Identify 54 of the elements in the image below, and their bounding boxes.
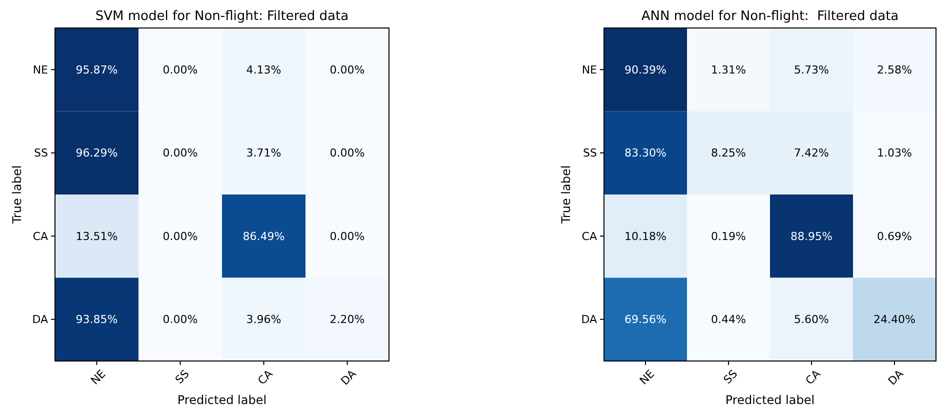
y-tick-label: NE [32, 63, 48, 76]
y-tick-label: CA [32, 230, 48, 243]
data-label: 5.60% [794, 313, 829, 326]
data-label: 0.00% [162, 63, 198, 76]
y-tick-label: SS [34, 146, 48, 160]
data-label: 0.00% [162, 230, 198, 243]
data-label: 10.18% [624, 230, 666, 243]
x-tick-label: DA [886, 367, 906, 388]
data-label: 86.49% [242, 230, 285, 243]
x-tick-label: DA [338, 367, 360, 388]
data-label: 24.40% [874, 313, 916, 326]
y-tick-label: DA [581, 313, 598, 326]
y-tick-label: NE [582, 63, 598, 76]
y-axis-title: True label [559, 165, 573, 225]
data-label: 8.25% [711, 146, 746, 160]
data-label: 0.00% [330, 146, 365, 160]
data-label: 0.00% [162, 146, 198, 160]
data-label: 7.42% [794, 146, 829, 160]
chart-title: ANN model for Non-flight: Filtered data [641, 9, 899, 24]
data-label: 93.85% [76, 313, 118, 326]
data-label: 90.39% [624, 63, 666, 76]
x-axis-title: Predicted label [177, 393, 267, 407]
chart-title: SVM model for Non-flight: Filtered data [95, 9, 349, 24]
data-label: 1.03% [877, 146, 912, 160]
x-tick-label: CA [803, 367, 824, 388]
x-tick-label: NE [88, 367, 108, 388]
data-label: 0.00% [162, 313, 198, 326]
y-tick-label: SS [583, 146, 598, 160]
data-label: 0.44% [711, 313, 746, 326]
data-label: 5.73% [794, 63, 829, 76]
y-tick-label: DA [32, 313, 48, 326]
data-label: 0.00% [330, 63, 365, 76]
data-label: 13.51% [76, 230, 118, 243]
data-label: 2.58% [877, 63, 912, 76]
data-label: 88.95% [790, 230, 832, 243]
y-tick-label: CA [582, 230, 598, 243]
x-axis-title: Predicted label [725, 393, 815, 407]
data-label: 0.00% [330, 230, 365, 243]
data-label: 0.19% [711, 230, 746, 243]
data-label: 69.56% [624, 313, 666, 326]
x-tick-label: NE [637, 367, 658, 388]
y-axis-title: True label [10, 165, 24, 225]
data-label: 95.87% [76, 63, 118, 76]
data-label: 96.29% [76, 146, 118, 160]
data-label: 2.20% [330, 313, 365, 326]
x-tick-label: SS [172, 367, 192, 386]
data-label: 3.71% [246, 146, 282, 160]
data-label: 1.31% [711, 63, 746, 76]
data-label: 0.69% [877, 230, 912, 243]
data-label: 3.96% [246, 313, 282, 326]
x-tick-label: SS [720, 367, 740, 386]
data-label: 4.13% [246, 63, 282, 76]
data-label: 83.30% [624, 146, 666, 160]
x-tick-label: CA [255, 367, 276, 388]
